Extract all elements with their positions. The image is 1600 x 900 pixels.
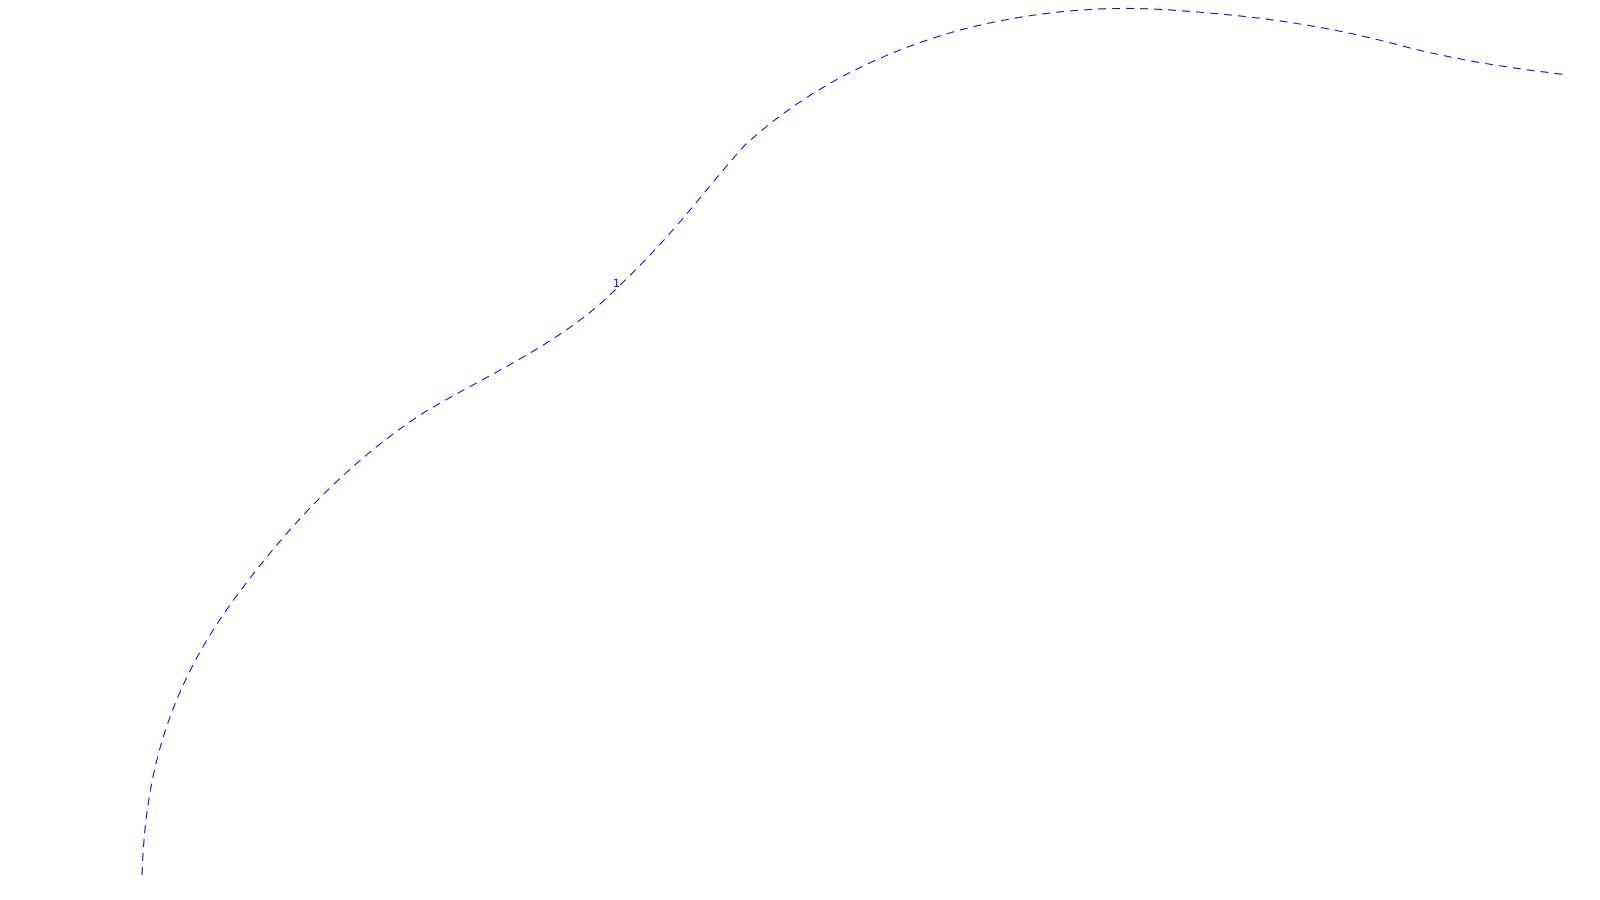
curve-label: 1 [613, 277, 620, 290]
dashed-boundary-curve [141, 7, 1569, 876]
